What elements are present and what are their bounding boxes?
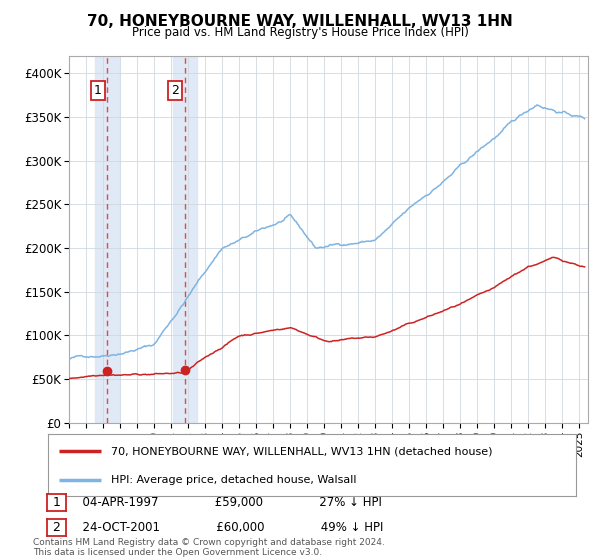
- Text: HPI: Average price, detached house, Walsall: HPI: Average price, detached house, Wals…: [112, 475, 357, 485]
- Text: 1: 1: [52, 496, 61, 509]
- Text: 04-APR-1997               £59,000               27% ↓ HPI: 04-APR-1997 £59,000 27% ↓ HPI: [75, 496, 382, 509]
- Bar: [173, 56, 197, 423]
- Text: 2: 2: [172, 85, 179, 97]
- Text: 70, HONEYBOURNE WAY, WILLENHALL, WV13 1HN (detached house): 70, HONEYBOURNE WAY, WILLENHALL, WV13 1H…: [112, 446, 493, 456]
- Text: 1: 1: [94, 85, 102, 97]
- Text: Contains HM Land Registry data © Crown copyright and database right 2024.
This d: Contains HM Land Registry data © Crown c…: [33, 538, 385, 557]
- Text: 24-OCT-2001               £60,000               49% ↓ HPI: 24-OCT-2001 £60,000 49% ↓ HPI: [75, 521, 383, 534]
- Bar: [95, 56, 119, 423]
- Text: Price paid vs. HM Land Registry's House Price Index (HPI): Price paid vs. HM Land Registry's House …: [131, 26, 469, 39]
- Text: 2: 2: [52, 521, 61, 534]
- Text: 70, HONEYBOURNE WAY, WILLENHALL, WV13 1HN: 70, HONEYBOURNE WAY, WILLENHALL, WV13 1H…: [87, 14, 513, 29]
